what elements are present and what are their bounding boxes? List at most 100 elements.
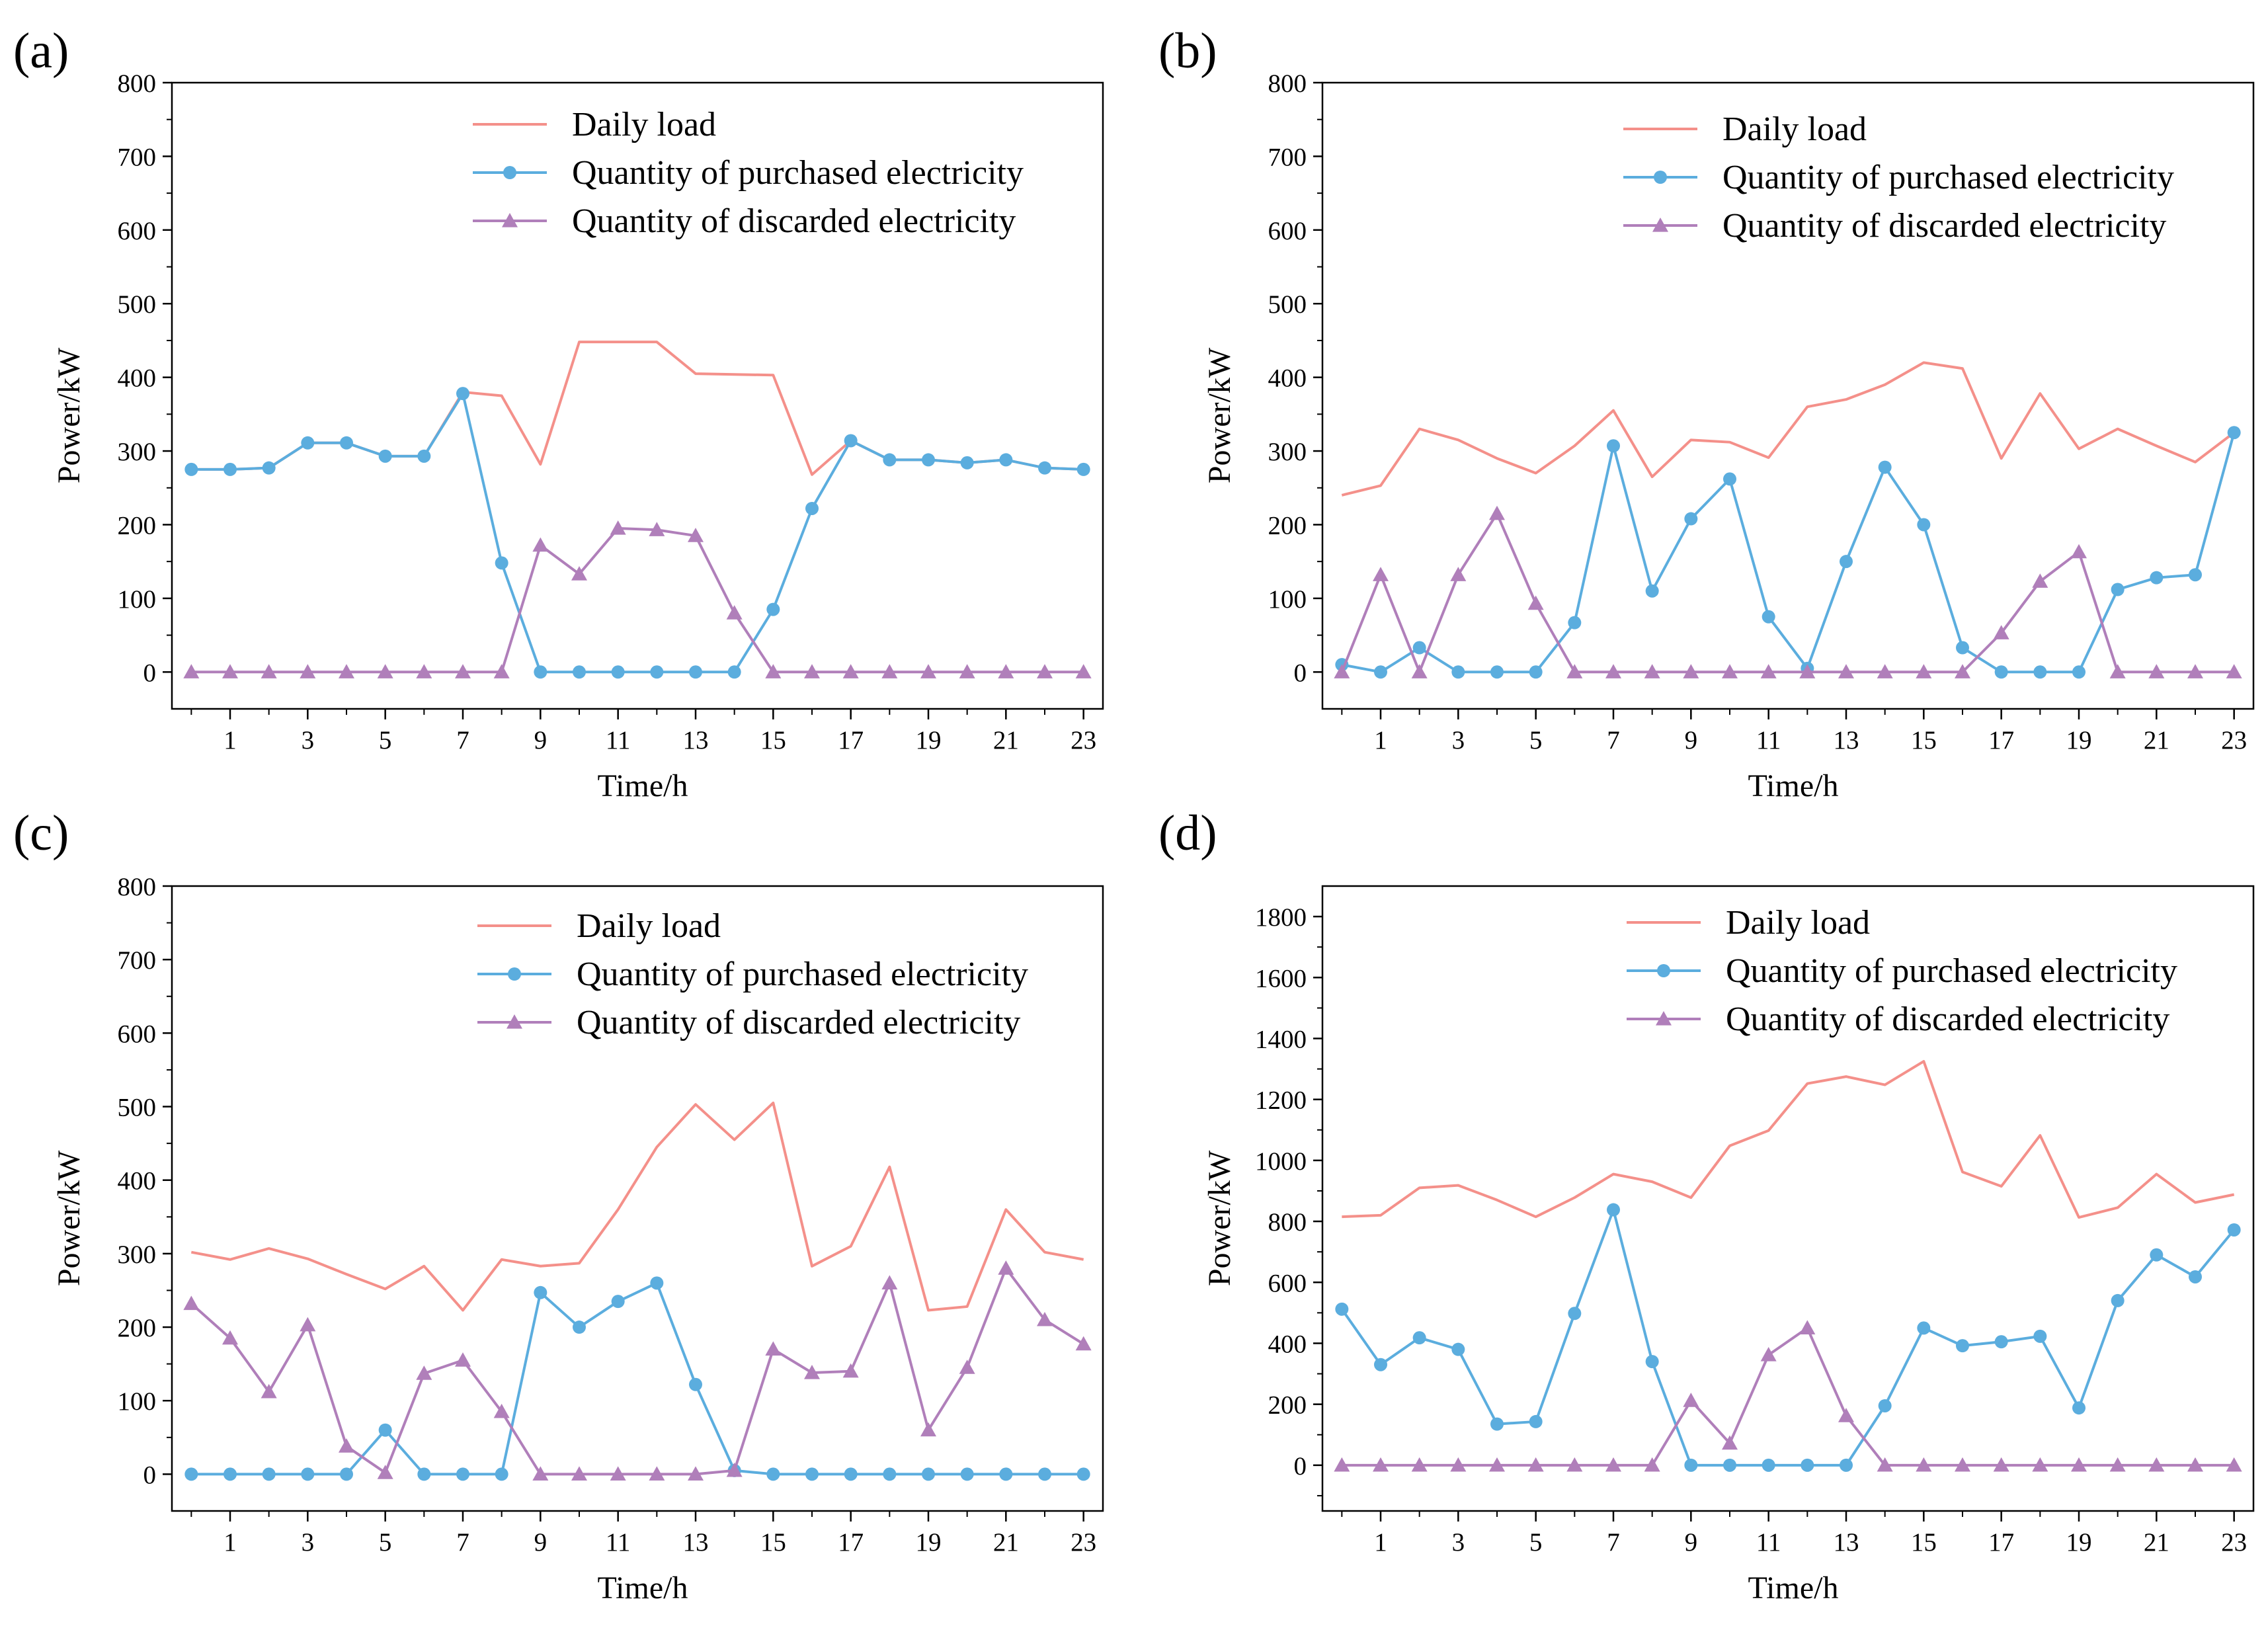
x-tick-label: 13 xyxy=(683,726,709,754)
data-point-purchased xyxy=(1956,1339,1969,1353)
data-point-purchased xyxy=(1412,641,1426,655)
y-tick-label: 300 xyxy=(118,1240,157,1269)
y-tick-label: 200 xyxy=(1268,1391,1307,1420)
data-point-discarded xyxy=(1411,664,1428,678)
data-point-discarded xyxy=(1993,625,2009,639)
plot-frame xyxy=(1321,885,2255,1512)
data-point-purchased xyxy=(960,456,974,469)
data-point-discarded xyxy=(1373,1457,1389,1472)
data-point-discarded xyxy=(261,1383,277,1399)
data-point-purchased xyxy=(262,1467,276,1481)
data-point-purchased xyxy=(1568,1307,1582,1321)
data-point-purchased xyxy=(805,501,819,515)
x-tick-label: 9 xyxy=(534,1528,547,1557)
x-tick-label: 11 xyxy=(1756,726,1781,754)
legend-marker-discarded xyxy=(1656,1011,1672,1026)
data-point-discarded xyxy=(183,664,200,678)
x-tick-label: 21 xyxy=(2144,1528,2169,1557)
y-tick-label: 500 xyxy=(1268,290,1307,319)
data-point-purchased xyxy=(1529,665,1543,679)
data-point-purchased xyxy=(960,1467,974,1481)
data-point-purchased xyxy=(534,665,547,679)
data-point-purchased xyxy=(1412,1331,1426,1345)
x-axis-label: Time/h xyxy=(598,768,688,803)
data-point-discarded xyxy=(998,1260,1014,1275)
y-tick-label: 0 xyxy=(143,659,157,687)
data-point-discarded xyxy=(1916,1457,1932,1472)
data-point-purchased xyxy=(805,1467,819,1481)
series-line-daily_load xyxy=(190,1101,1084,1312)
x-tick-label: 19 xyxy=(916,1528,942,1557)
data-point-purchased xyxy=(456,387,469,401)
x-tick-label: 15 xyxy=(760,726,786,754)
y-tick-label: 800 xyxy=(1268,1208,1307,1237)
legend: Daily load Quantity of purchased electric… xyxy=(473,106,1024,240)
y-tick-label: 800 xyxy=(118,69,157,98)
data-point-purchased xyxy=(1607,439,1620,453)
data-point-purchased xyxy=(1917,518,1931,532)
y-tick-label: 1400 xyxy=(1255,1025,1307,1053)
data-point-purchased xyxy=(689,665,702,679)
data-point-purchased xyxy=(1684,512,1698,526)
data-point-purchased xyxy=(883,1467,897,1481)
data-point-discarded xyxy=(1450,567,1467,581)
legend-label-purchased: Quantity of purchased electricity xyxy=(1722,159,2174,196)
data-point-discarded xyxy=(1838,664,1854,678)
data-point-discarded xyxy=(1955,1457,1970,1472)
data-point-discarded xyxy=(1527,1457,1544,1472)
data-point-discarded xyxy=(881,664,898,678)
x-tick-label: 3 xyxy=(1452,1528,1465,1557)
series-line-discarded xyxy=(1340,512,2234,674)
data-point-purchased xyxy=(1878,1399,1892,1412)
series-daily_load xyxy=(1341,361,2235,497)
series-discarded xyxy=(1334,505,2242,678)
data-point-discarded xyxy=(1722,1435,1738,1450)
data-point-discarded xyxy=(1075,664,1092,678)
data-point-purchased xyxy=(1762,1458,1775,1472)
x-tick-label: 11 xyxy=(606,726,631,754)
y-tick-label: 100 xyxy=(118,585,157,614)
y-tick-label: 700 xyxy=(118,946,157,975)
data-point-purchased xyxy=(1840,555,1853,569)
data-point-discarded xyxy=(571,1466,587,1481)
data-point-purchased xyxy=(2072,665,2086,679)
data-point-discarded xyxy=(649,1466,665,1481)
data-point-discarded xyxy=(339,664,354,678)
legend-label-daily_load: Daily load xyxy=(1726,904,1870,942)
data-point-purchased xyxy=(1451,1342,1465,1356)
data-point-purchased xyxy=(184,462,198,476)
data-point-purchased xyxy=(573,1321,586,1334)
data-point-purchased xyxy=(301,436,315,450)
data-point-discarded xyxy=(842,1363,859,1378)
data-point-discarded xyxy=(1955,664,1970,678)
data-point-discarded xyxy=(1644,1457,1660,1472)
x-tick-label: 13 xyxy=(1834,1528,1859,1557)
data-point-purchased xyxy=(999,453,1013,467)
data-point-purchased xyxy=(456,1467,469,1481)
x-tick-label: 11 xyxy=(606,1528,631,1557)
data-point-purchased xyxy=(766,602,780,616)
data-point-discarded xyxy=(1993,1457,2009,1472)
y-tick-label: 600 xyxy=(1268,1269,1307,1297)
x-tick-label: 5 xyxy=(1529,726,1543,754)
x-tick-label: 15 xyxy=(760,1528,786,1557)
data-point-discarded xyxy=(261,664,277,678)
data-point-discarded xyxy=(1334,1457,1350,1472)
data-point-discarded xyxy=(222,664,238,678)
data-point-discarded xyxy=(2187,664,2203,678)
series-line-discarded xyxy=(191,527,1084,674)
data-point-purchased xyxy=(2227,1223,2241,1237)
x-tick-label: 23 xyxy=(1071,1528,1096,1557)
x-tick-label: 17 xyxy=(1988,1528,2014,1557)
data-point-purchased xyxy=(2189,568,2202,582)
data-point-discarded xyxy=(2148,1457,2165,1472)
y-axis-label: Power/kW xyxy=(1202,347,1237,483)
y-tick-label: 100 xyxy=(118,1387,157,1416)
data-point-purchased xyxy=(534,1285,547,1299)
legend-label-daily_load: Daily load xyxy=(1722,110,1867,148)
y-tick-label: 1000 xyxy=(1255,1147,1307,1176)
panel-label: (d) xyxy=(1158,805,1217,861)
x-tick-label: 5 xyxy=(379,1528,392,1557)
x-tick-label: 23 xyxy=(2221,726,2247,754)
